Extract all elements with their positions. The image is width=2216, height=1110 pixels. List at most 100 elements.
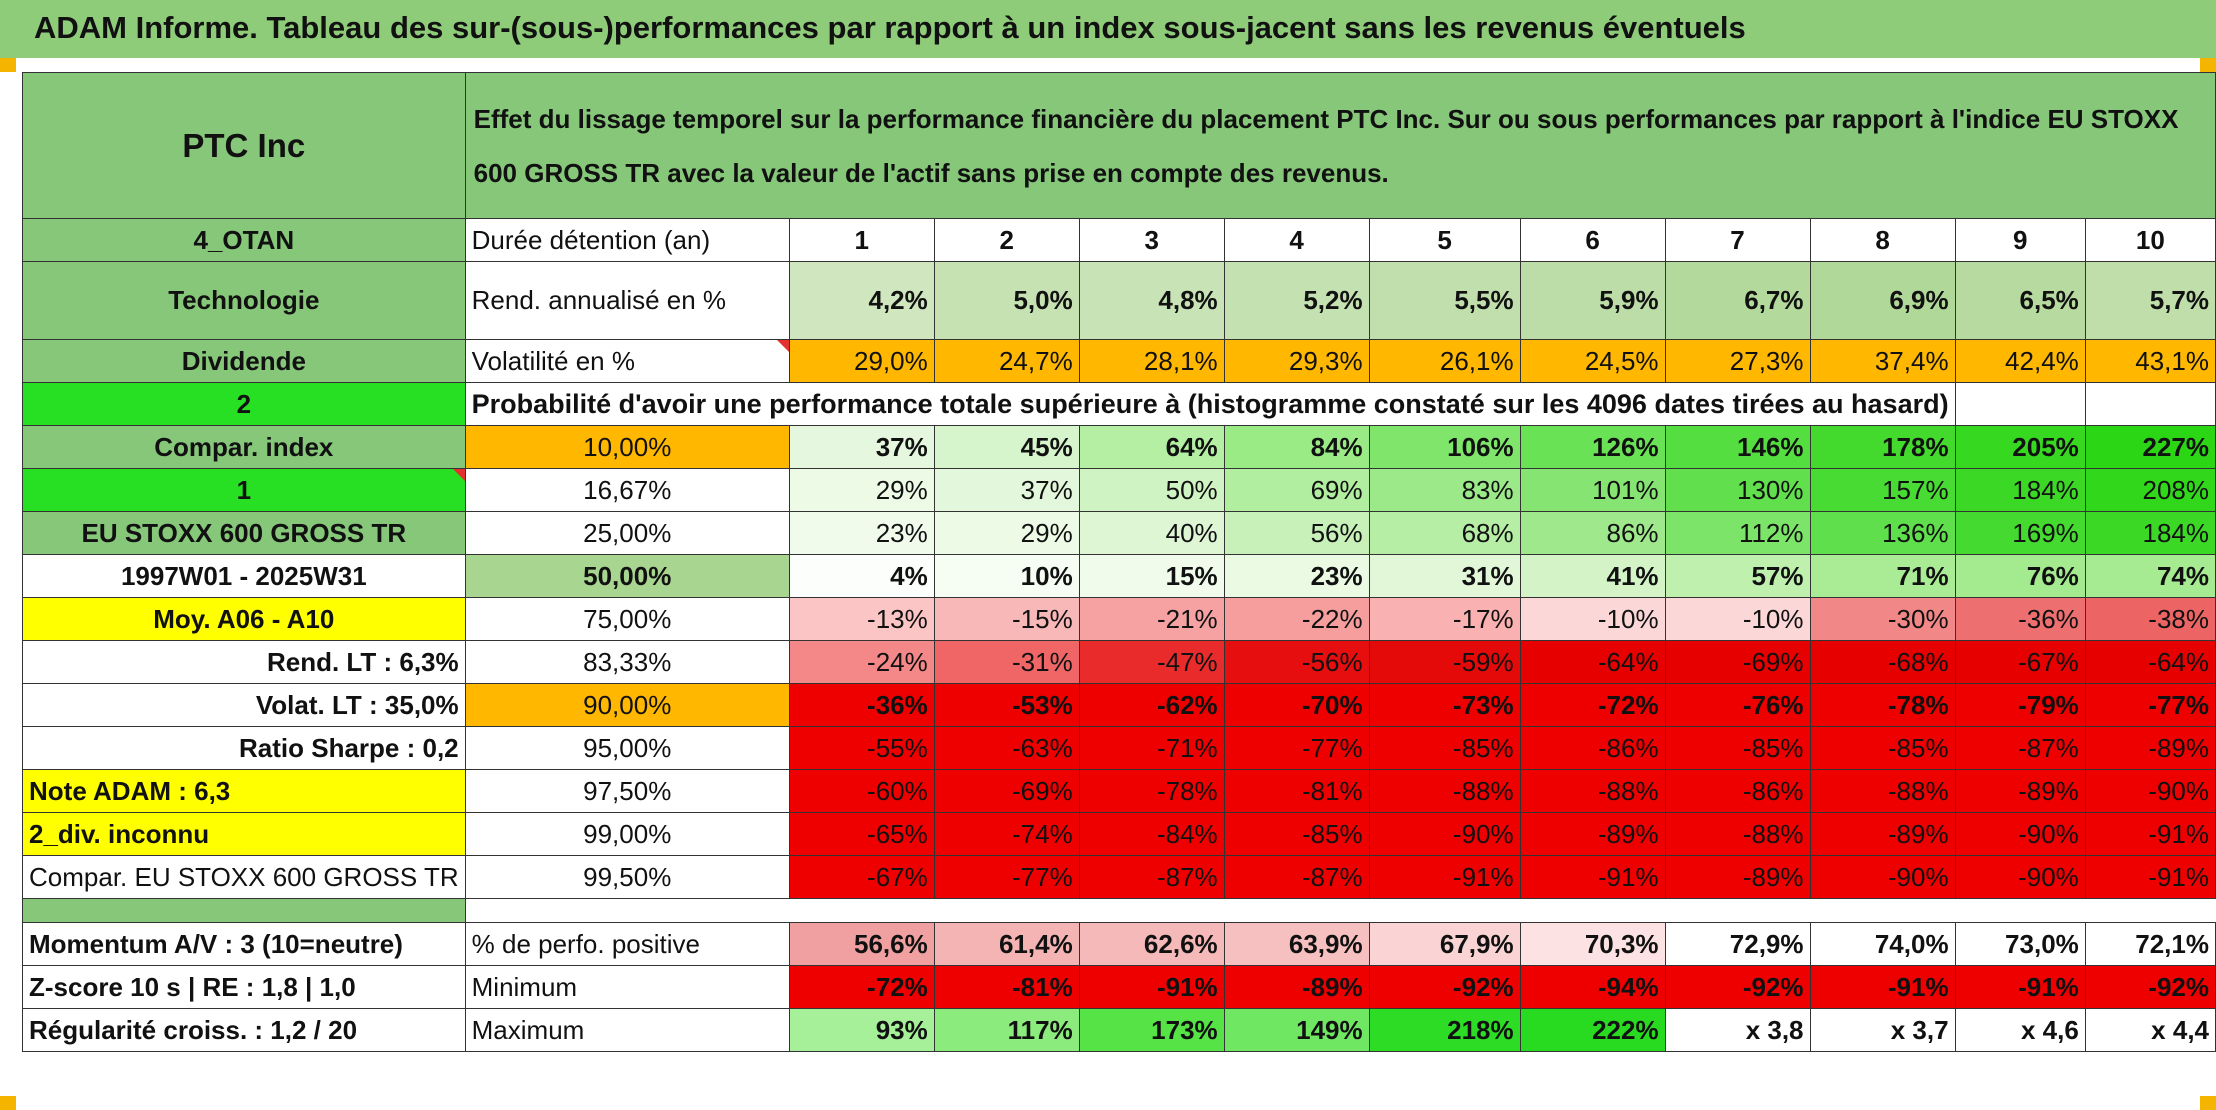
- volat-cell: 24,5%: [1519, 339, 1666, 383]
- percentile-cell: 37%: [933, 468, 1080, 512]
- percentile-cell: 178%: [1809, 425, 1956, 469]
- volat-cell: 24,7%: [933, 339, 1080, 383]
- percentile-cell: 23%: [788, 511, 935, 555]
- percentile-cell: -36%: [1954, 597, 2086, 641]
- percentile-label: 83,33%: [464, 640, 790, 684]
- proba-label: Probabilité d'avoir une performance tota…: [464, 382, 1956, 426]
- percentile-cell: -78%: [1809, 683, 1956, 727]
- compar-full-label: Compar. EU STOXX 600 GROSS TR: [22, 855, 466, 899]
- percentile-cell: -36%: [788, 683, 935, 727]
- minimum-cell: -81%: [933, 965, 1080, 1009]
- percentile-cell: 184%: [2084, 511, 2216, 555]
- percentile-cell: 169%: [1954, 511, 2086, 555]
- dividend-label: Dividende: [22, 339, 466, 383]
- percentile-cell: -87%: [1223, 855, 1370, 899]
- percentile-cell: -77%: [2084, 683, 2216, 727]
- positive-cell: 62,6%: [1078, 922, 1225, 966]
- minimum-label: Minimum: [464, 965, 790, 1009]
- dividend-code: 2: [22, 382, 466, 426]
- percentile-cell: -63%: [933, 726, 1080, 770]
- percentile-cell: -85%: [1664, 726, 1811, 770]
- volat-cell: 26,1%: [1368, 339, 1521, 383]
- percentile-label: 99,00%: [464, 812, 790, 856]
- percentile-cell: -89%: [1954, 769, 2086, 813]
- corner-marker: [2200, 58, 2216, 72]
- maximum-cell: 149%: [1223, 1008, 1370, 1052]
- otan-label: 4_OTAN: [22, 218, 466, 262]
- year-header: 2: [933, 218, 1080, 262]
- percentile-cell: -65%: [788, 812, 935, 856]
- maximum-cell: 173%: [1078, 1008, 1225, 1052]
- volat-cell: 29,3%: [1223, 339, 1370, 383]
- index-name: EU STOXX 600 GROSS TR: [22, 511, 466, 555]
- spacer: [465, 899, 2215, 923]
- percentile-cell: 74%: [2084, 554, 2216, 598]
- rend-cell: 5,5%: [1368, 261, 1521, 340]
- percentile-cell: -88%: [1519, 769, 1666, 813]
- percentile-cell: -91%: [2084, 855, 2216, 899]
- percentile-cell: 86%: [1519, 511, 1666, 555]
- percentile-cell: -88%: [1664, 812, 1811, 856]
- percentile-cell: 29%: [933, 511, 1080, 555]
- percentile-cell: 136%: [1809, 511, 1956, 555]
- percentile-label: 75,00%: [464, 597, 790, 641]
- percentile-cell: -90%: [1368, 812, 1521, 856]
- percentile-cell: 23%: [1223, 554, 1370, 598]
- percentile-cell: -81%: [1223, 769, 1370, 813]
- percentile-cell: 64%: [1078, 425, 1225, 469]
- volat-cell: 43,1%: [2084, 339, 2216, 383]
- year-header: 6: [1519, 218, 1666, 262]
- percentile-cell: -15%: [933, 597, 1080, 641]
- percentile-cell: -86%: [1664, 769, 1811, 813]
- percentile-cell: -38%: [2084, 597, 2216, 641]
- percentile-cell: 15%: [1078, 554, 1225, 598]
- percentile-cell: 45%: [933, 425, 1080, 469]
- percentile-cell: -84%: [1078, 812, 1225, 856]
- percentile-cell: -88%: [1368, 769, 1521, 813]
- percentile-label: 97,50%: [464, 769, 790, 813]
- percentile-label: 99,50%: [464, 855, 790, 899]
- percentile-label: 10,00%: [464, 425, 790, 469]
- performance-table: PTC Inc Effet du lissage temporel sur la…: [22, 72, 2216, 1052]
- rend-cell: 5,2%: [1223, 261, 1370, 340]
- percentile-cell: -85%: [1809, 726, 1956, 770]
- percentile-cell: -91%: [1368, 855, 1521, 899]
- sector-label: Technologie: [22, 261, 466, 340]
- corner-marker: [0, 1096, 16, 1110]
- positive-cell: 70,3%: [1519, 922, 1666, 966]
- percentile-cell: -86%: [1519, 726, 1666, 770]
- percentile-cell: -55%: [788, 726, 935, 770]
- rend-label: Rend. annualisé en %: [464, 261, 790, 340]
- percentile-cell: -71%: [1078, 726, 1225, 770]
- percentile-cell: 146%: [1664, 425, 1811, 469]
- year-header: 4: [1223, 218, 1370, 262]
- maximum-cell: x 4,4: [2084, 1008, 2216, 1052]
- percentile-cell: -31%: [933, 640, 1080, 684]
- percentile-cell: -89%: [1664, 855, 1811, 899]
- momentum-label: Momentum A/V : 3 (10=neutre): [22, 922, 466, 966]
- percentile-label: 16,67%: [464, 468, 790, 512]
- moy-label: Moy. A06 - A10: [22, 597, 466, 641]
- percentile-cell: -76%: [1664, 683, 1811, 727]
- percentile-cell: 112%: [1664, 511, 1811, 555]
- maximum-cell: 222%: [1519, 1008, 1666, 1052]
- percentile-cell: 4%: [788, 554, 935, 598]
- positive-cell: 67,9%: [1368, 922, 1521, 966]
- percentile-cell: -88%: [1809, 769, 1956, 813]
- percentile-label: 90,00%: [464, 683, 790, 727]
- percentile-cell: -91%: [2084, 812, 2216, 856]
- percentile-cell: 40%: [1078, 511, 1225, 555]
- percentile-cell: 50%: [1078, 468, 1225, 512]
- minimum-cell: -92%: [1368, 965, 1521, 1009]
- positive-cell: 61,4%: [933, 922, 1080, 966]
- company-name: PTC Inc: [22, 72, 466, 219]
- maximum-label: Maximum: [464, 1008, 790, 1052]
- percentile-cell: 184%: [1954, 468, 2086, 512]
- title-bar: ADAM Informe. Tableau des sur-(sous-)per…: [0, 0, 2216, 58]
- positive-cell: 56,6%: [788, 922, 935, 966]
- percentile-cell: -10%: [1519, 597, 1666, 641]
- percentile-cell: -77%: [933, 855, 1080, 899]
- percentile-cell: 29%: [788, 468, 935, 512]
- rend-cell: 4,8%: [1078, 261, 1225, 340]
- rend-cell: 6,9%: [1809, 261, 1956, 340]
